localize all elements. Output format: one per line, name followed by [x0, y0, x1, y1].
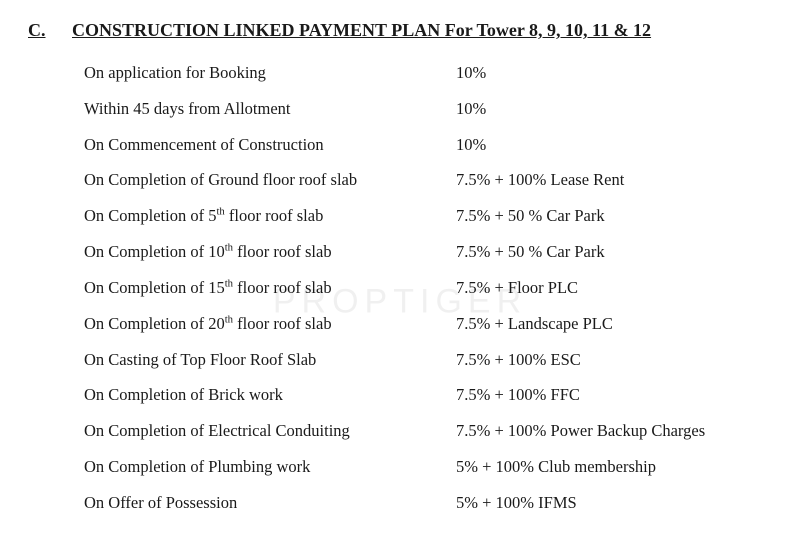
payment-cell: 7.5% + 50 % Car Park: [456, 206, 772, 227]
payment-cell: 7.5% + 100% Power Backup Charges: [456, 421, 772, 442]
milestone-cell: On Completion of 10th floor roof slab: [84, 242, 456, 263]
table-row: Within 45 days from Allotment 10%: [84, 99, 772, 120]
section-heading: C. CONSTRUCTION LINKED PAYMENT PLAN For …: [28, 20, 772, 41]
payment-cell: 7.5% + 100% Lease Rent: [456, 170, 772, 191]
milestone-cell: On Commencement of Construction: [84, 135, 456, 156]
table-row: On Casting of Top Floor Roof Slab 7.5% +…: [84, 350, 772, 371]
milestone-cell: On Completion of 15th floor roof slab: [84, 278, 456, 299]
payment-cell: 7.5% + 50 % Car Park: [456, 242, 772, 263]
milestone-cell: On Completion of 20th floor roof slab: [84, 314, 456, 335]
milestone-cell: On Completion of Brick work: [84, 385, 456, 406]
payment-cell: 7.5% + Floor PLC: [456, 278, 772, 299]
table-row: On Completion of Plumbing work 5% + 100%…: [84, 457, 772, 478]
section-letter: C.: [28, 20, 72, 41]
payment-cell: 7.5% + 100% FFC: [456, 385, 772, 406]
table-row: On Completion of Ground floor roof slab …: [84, 170, 772, 191]
payment-plan-page: C. CONSTRUCTION LINKED PAYMENT PLAN For …: [0, 0, 800, 540]
table-row: On Completion of 15th floor roof slab 7.…: [84, 278, 772, 299]
table-row: On Completion of 10th floor roof slab 7.…: [84, 242, 772, 263]
payment-cell: 7.5% + 100% ESC: [456, 350, 772, 371]
table-row: On Completion of Brick work 7.5% + 100% …: [84, 385, 772, 406]
table-row: On Offer of Possession 5% + 100% IFMS: [84, 493, 772, 514]
payment-schedule-table: On application for Booking 10% Within 45…: [28, 63, 772, 513]
table-row: On Completion of 20th floor roof slab 7.…: [84, 314, 772, 335]
section-title: CONSTRUCTION LINKED PAYMENT PLAN For Tow…: [72, 20, 651, 41]
milestone-cell: On application for Booking: [84, 63, 456, 84]
table-row: On Commencement of Construction 10%: [84, 135, 772, 156]
payment-cell: 5% + 100% Club membership: [456, 457, 772, 478]
milestone-cell: On Completion of 5th floor roof slab: [84, 206, 456, 227]
milestone-cell: Within 45 days from Allotment: [84, 99, 456, 120]
milestone-cell: On Completion of Electrical Conduiting: [84, 421, 456, 442]
table-row: On Completion of 5th floor roof slab 7.5…: [84, 206, 772, 227]
payment-cell: 10%: [456, 99, 772, 120]
milestone-cell: On Completion of Plumbing work: [84, 457, 456, 478]
payment-cell: 10%: [456, 135, 772, 156]
table-row: On application for Booking 10%: [84, 63, 772, 84]
payment-cell: 7.5% + Landscape PLC: [456, 314, 772, 335]
payment-cell: 10%: [456, 63, 772, 84]
milestone-cell: On Offer of Possession: [84, 493, 456, 514]
milestone-cell: On Completion of Ground floor roof slab: [84, 170, 456, 191]
milestone-cell: On Casting of Top Floor Roof Slab: [84, 350, 456, 371]
table-row: On Completion of Electrical Conduiting 7…: [84, 421, 772, 442]
payment-cell: 5% + 100% IFMS: [456, 493, 772, 514]
